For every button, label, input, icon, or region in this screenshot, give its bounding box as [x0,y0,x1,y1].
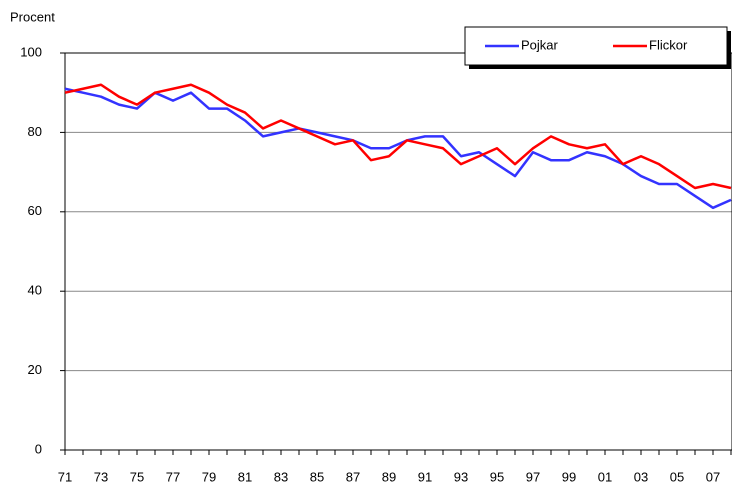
y-tick-label: 60 [28,203,42,218]
y-tick-label: 0 [35,441,42,456]
y-tick-label: 100 [20,44,42,59]
plot-frame [64,52,732,451]
x-tick-label: 01 [598,469,612,484]
x-tick-label: 87 [346,469,360,484]
series-line [64,87,732,210]
x-tick-label: 93 [454,469,468,484]
x-tick-label: 77 [166,469,180,484]
x-tick-label: 99 [562,469,576,484]
x-tick-label: 73 [94,469,108,484]
x-tick-label: 03 [634,469,648,484]
x-tick-label: 75 [130,469,144,484]
x-tick-label: 05 [670,469,684,484]
y-tick-label: 80 [28,124,42,139]
legend-label: Flickor [649,37,688,52]
x-tick-label: 91 [418,469,432,484]
x-tick-label: 81 [238,469,252,484]
x-tick-label: 97 [526,469,540,484]
x-tick-label: 83 [274,469,288,484]
x-tick-label: 71 [58,469,72,484]
y-tick-label: 40 [28,283,42,298]
series-line [64,83,732,190]
x-tick-label: 79 [202,469,216,484]
x-tick-label: 85 [310,469,324,484]
legend-label: Pojkar [521,37,559,52]
x-tick-label: 07 [706,469,720,484]
y-axis-label: Procent [10,9,55,24]
x-tick-label: 95 [490,469,504,484]
y-tick-label: 20 [28,362,42,377]
x-tick-label: 89 [382,469,396,484]
